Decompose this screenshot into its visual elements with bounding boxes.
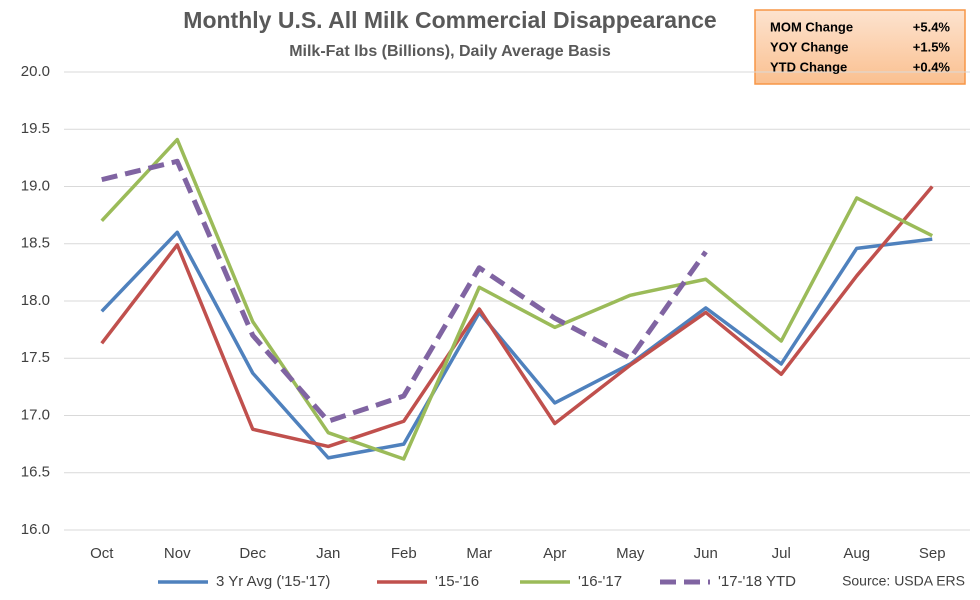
annotation-label: YOY Change (770, 39, 849, 54)
x-tick-label: Jan (316, 545, 340, 562)
x-tick-label: Aug (843, 545, 870, 562)
legend-label: '15-'16 (435, 573, 479, 590)
y-tick-label: 16.5 (21, 464, 50, 481)
x-tick-label: Dec (239, 545, 266, 562)
annotation-label: YTD Change (770, 59, 847, 74)
y-tick-label: 18.0 (21, 292, 50, 309)
annotation-value: +1.5% (913, 39, 951, 54)
y-tick-label: 17.0 (21, 406, 50, 423)
x-tick-label: Nov (164, 545, 191, 562)
line-series (100, 185, 934, 449)
y-tick-label: 19.5 (21, 120, 50, 137)
y-tick-label: 16.0 (21, 521, 50, 538)
y-tick-label: 17.5 (21, 349, 50, 366)
x-tick-label: May (616, 545, 645, 562)
line-series (101, 158, 708, 424)
x-tick-label: Feb (391, 545, 417, 562)
annotation-label: MOM Change (770, 19, 853, 34)
legend-label: '16-'17 (578, 573, 622, 590)
x-tick-label: Sep (919, 545, 946, 562)
line-series (100, 230, 933, 460)
x-tick-label: Mar (466, 545, 492, 562)
x-tick-label: Jun (694, 545, 718, 562)
line-series (100, 137, 934, 461)
x-tick-label: Oct (90, 545, 114, 562)
y-tick-label: 20.0 (21, 63, 50, 80)
x-tick-label: Apr (543, 545, 566, 562)
source: Source: USDA ERS (842, 573, 965, 589)
legend-label: '17-'18 YTD (718, 573, 796, 590)
y-tick-label: 18.5 (21, 235, 50, 252)
chart-subtitle: Milk-Fat lbs (Billions), Daily Average B… (289, 43, 611, 60)
legend-label: 3 Yr Avg ('15-'17) (216, 573, 330, 590)
x-tick-label: Jul (772, 545, 791, 562)
y-tick-label: 19.0 (21, 177, 50, 194)
chart-title: Monthly U.S. All Milk Commercial Disappe… (183, 7, 716, 33)
annotation-value: +0.4% (913, 59, 951, 74)
annotation-value: +5.4% (913, 19, 951, 34)
